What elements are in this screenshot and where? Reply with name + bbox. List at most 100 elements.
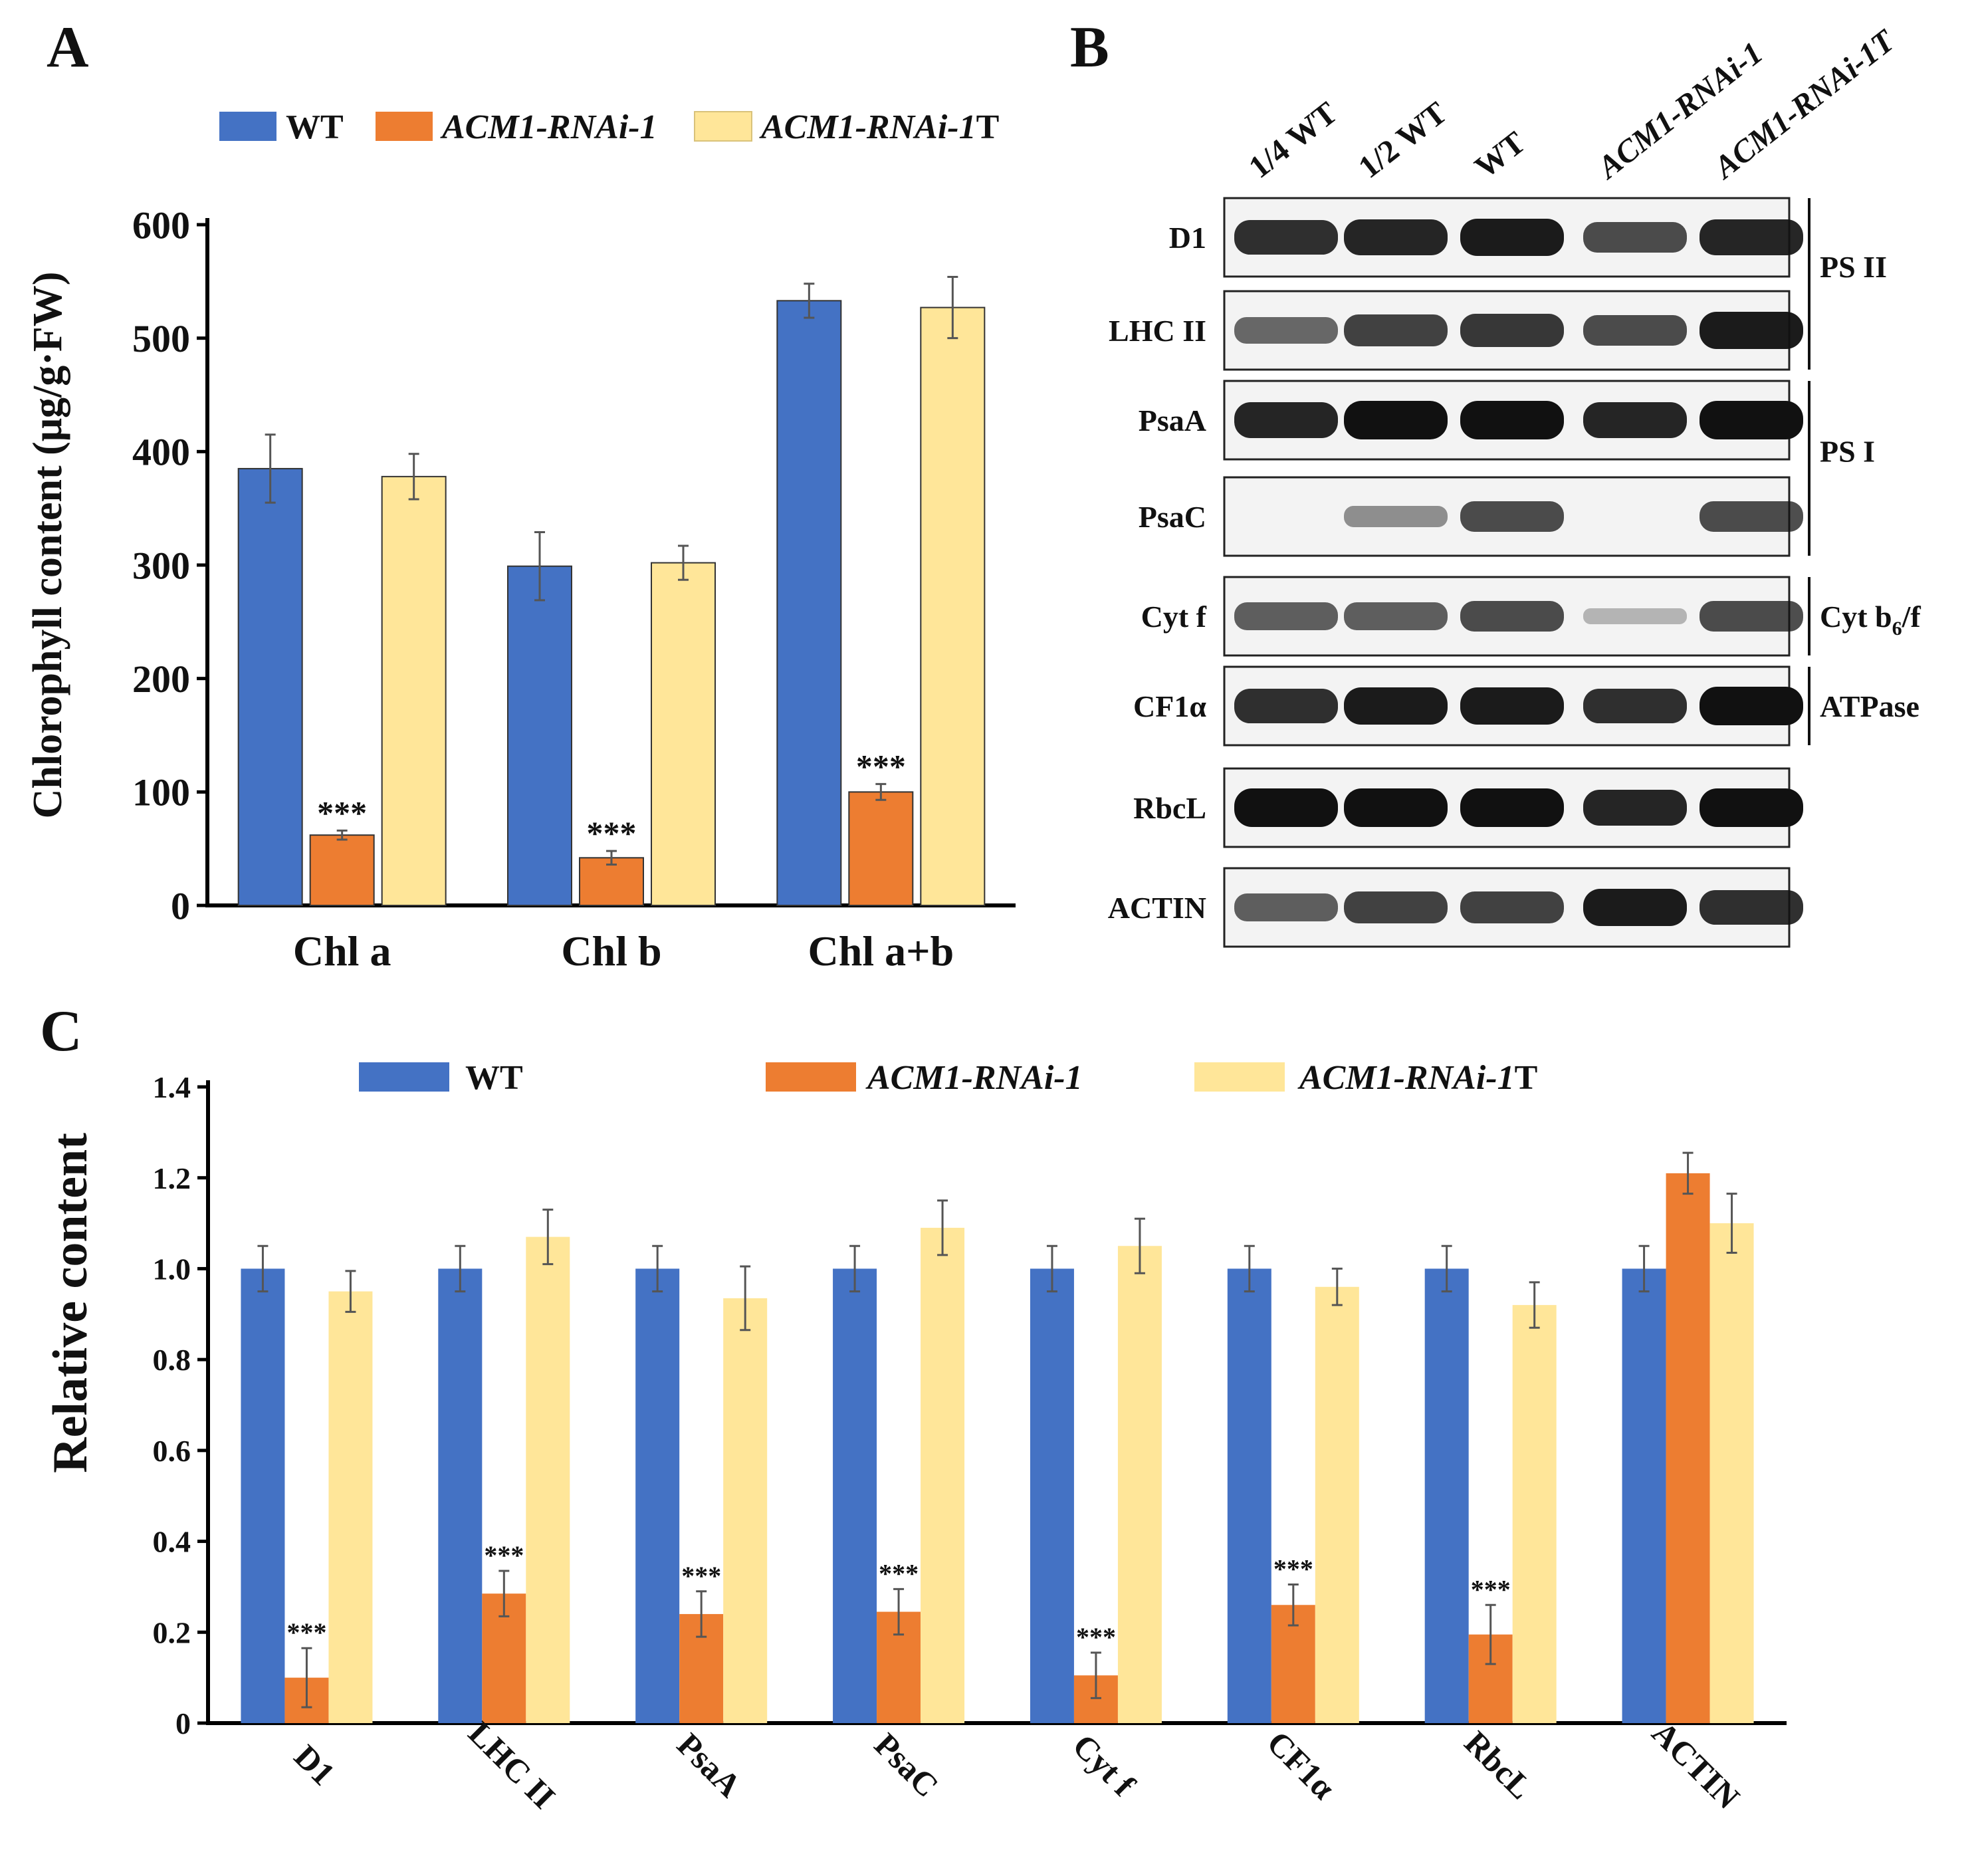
y-tick-label: 0	[171, 884, 190, 927]
band-rbcl-lane-4	[1583, 790, 1687, 826]
bar-rnai-t-psac	[921, 1227, 965, 1723]
band-actin-lane-3	[1460, 891, 1564, 923]
category-label-psaa: PsaA	[670, 1726, 748, 1804]
bar-wt-psac	[833, 1268, 877, 1723]
band-psac-lane-5	[1700, 501, 1803, 532]
blot-label-actin: ACTIN	[1108, 891, 1206, 925]
y-tick-label: 200	[132, 657, 190, 701]
band-cf1-lane-2	[1344, 687, 1448, 725]
legend-label-rnai-t: ACM1-RNAi-1T	[759, 108, 999, 146]
category-label-cyt-f: Cyt f	[1065, 1726, 1143, 1804]
band-d1-lane-4	[1583, 222, 1687, 253]
bar-rnai-t-cyt-f	[1117, 1246, 1162, 1723]
blot-label-rbcl: RbcL	[1133, 791, 1206, 825]
bar-wt-psaa	[635, 1268, 680, 1723]
category-label-cf1: CF1α	[1260, 1724, 1343, 1806]
band-lhc-ii-lane-2	[1344, 314, 1448, 346]
significance-cf1: ***	[1273, 1554, 1313, 1584]
blot-label-psac: PsaC	[1139, 500, 1206, 534]
legend-a: WT ACM1-RNAi-1 ACM1-RNAi-1T	[219, 108, 999, 146]
bar-wt-actin	[1622, 1268, 1666, 1723]
y-tick-label: 0.2	[153, 1615, 191, 1649]
chart-c: WT ACM1-RNAi-1 ACM1-RNAi-1T Relative con…	[43, 1059, 1787, 1816]
significance-rbcl: ***	[1471, 1574, 1511, 1604]
chart-a: WT ACM1-RNAi-1 ACM1-RNAi-1T Chlorophyll …	[25, 108, 1016, 975]
category-label-lhc-ii: LHC II	[461, 1714, 563, 1816]
bar-wt-rbcl	[1424, 1268, 1469, 1723]
y-tick-label: 500	[132, 317, 190, 360]
bar-rnai-t-rbcl	[1512, 1305, 1557, 1723]
band-actin-lane-2	[1344, 891, 1448, 923]
band-cf1-lane-4	[1583, 689, 1687, 723]
blot-label-d1: D1	[1169, 221, 1206, 255]
band-cyt-f-lane-4	[1583, 608, 1687, 624]
legend-label-rnai-t-c: ACM1-RNAi-1T	[1297, 1059, 1537, 1097]
band-cf1-lane-1	[1234, 689, 1338, 723]
band-actin-lane-1	[1234, 893, 1338, 921]
y-tick-label: 100	[132, 771, 190, 814]
y-tick-label: 0.6	[153, 1434, 191, 1468]
significance-chl-a: ***	[317, 794, 367, 831]
band-d1-lane-1	[1234, 220, 1338, 255]
category-label-chl-a-b: Chl a+b	[808, 927, 954, 975]
significance-lhc-ii: ***	[484, 1540, 524, 1570]
bar-rnai-t-actin	[1709, 1223, 1754, 1723]
lane-label-1-4-wt: 1/4 WT	[1242, 95, 1344, 185]
bar-rnai-t-cf1	[1315, 1286, 1359, 1723]
group-label-ps-ii: PS II	[1820, 250, 1887, 284]
significance-chl-a-b: ***	[856, 747, 906, 784]
significance-chl-b: ***	[587, 814, 637, 852]
bar-rnai-chl-a-b	[848, 791, 914, 907]
legend-label-rnai-t-suffix: T	[976, 108, 1000, 146]
band-psaa-lane-1	[1234, 402, 1338, 438]
category-label-d1: D1	[287, 1738, 342, 1793]
panel-label-a: A	[47, 15, 89, 80]
significance-psaa: ***	[681, 1561, 721, 1591]
band-d1-lane-2	[1344, 219, 1448, 255]
band-rbcl-lane-2	[1344, 788, 1448, 827]
y-axis-title-c: Relative content	[43, 1133, 98, 1473]
y-tick-label: 300	[132, 544, 190, 587]
bar-rnai-t-psaa	[723, 1298, 768, 1723]
group-label-atpase: ATPase	[1820, 689, 1919, 723]
band-lhc-ii-lane-5	[1700, 312, 1803, 349]
legend-c: WT ACM1-RNAi-1 ACM1-RNAi-1T	[359, 1059, 1537, 1097]
lane-label-1-2-wt: 1/2 WT	[1352, 95, 1454, 185]
legend-swatch-rnai-c	[766, 1062, 856, 1092]
significance-d1: ***	[286, 1617, 326, 1647]
band-actin-lane-4	[1583, 889, 1687, 926]
legend-label-rnai-t-c-suffix: T	[1515, 1059, 1538, 1097]
category-label-rbcl: RbcL	[1458, 1724, 1540, 1806]
band-rbcl-lane-1	[1234, 788, 1338, 827]
y-tick-label: 0	[175, 1706, 191, 1740]
bar-wt-lhc-ii	[438, 1268, 483, 1723]
plot-area-c: 0 0.2 0.4 0.6 0.8 1.0 1.2 1.4 *** D1 *** LHC II *** P…	[153, 1070, 1787, 1816]
category-label-actin: ACTIN	[1645, 1714, 1747, 1816]
legend-swatch-rnai	[376, 112, 433, 141]
band-psaa-lane-5	[1700, 401, 1803, 439]
blot-label-cf1: CF1α	[1133, 689, 1206, 723]
y-tick-label: 0.8	[153, 1343, 191, 1377]
y-tick-label: 1.2	[153, 1161, 191, 1195]
bar-rnai-chl-a	[309, 834, 375, 906]
bar-rnai-t-chl-a	[381, 475, 447, 906]
panel-label-b: B	[1070, 15, 1109, 80]
band-psac-lane-2	[1344, 506, 1448, 527]
bar-rnai-t-chl-a-b	[920, 306, 986, 906]
band-actin-lane-5	[1700, 890, 1803, 925]
panel-label-c: C	[40, 999, 82, 1064]
category-label-psac: PsaC	[867, 1726, 946, 1804]
lane-label-wt: WT	[1468, 125, 1532, 185]
legend-swatch-rnai-t	[694, 111, 752, 142]
y-tick-label: 0.4	[153, 1525, 191, 1559]
legend-label-wt-c: WT	[465, 1059, 523, 1097]
band-psaa-lane-4	[1583, 402, 1687, 438]
legend-label-rnai: ACM1-RNAi-1	[440, 108, 657, 146]
band-cyt-f-lane-2	[1344, 602, 1448, 630]
band-psaa-lane-2	[1344, 401, 1448, 439]
blot-label-cyt-f: Cyt f	[1141, 600, 1207, 634]
legend-label-rnai-c: ACM1-RNAi-1	[865, 1059, 1083, 1097]
y-tick-label: 1.4	[153, 1070, 191, 1104]
bar-rnai-t-d1	[328, 1291, 373, 1723]
